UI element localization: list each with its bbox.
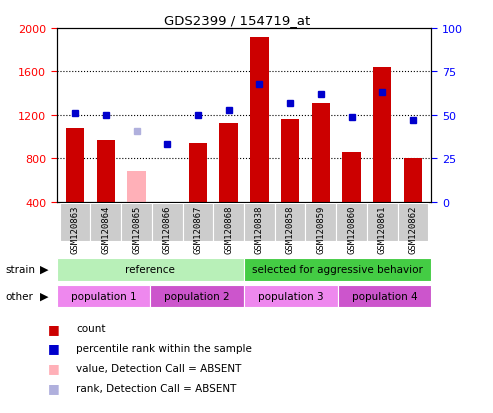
- Text: value, Detection Call = ABSENT: value, Detection Call = ABSENT: [76, 363, 242, 373]
- Bar: [91, 204, 121, 242]
- Text: ▶: ▶: [40, 264, 49, 275]
- Bar: [152, 204, 182, 242]
- Bar: [189, 144, 207, 202]
- Text: population 4: population 4: [352, 291, 418, 301]
- Text: selected for aggressive behavior: selected for aggressive behavior: [252, 264, 423, 275]
- Text: ■: ■: [48, 381, 60, 394]
- Text: GSM120868: GSM120868: [224, 205, 233, 253]
- Bar: [158, 202, 176, 206]
- Bar: [404, 159, 422, 202]
- Bar: [57, 258, 244, 281]
- Text: ■: ■: [48, 361, 60, 375]
- Text: reference: reference: [125, 264, 176, 275]
- Text: GSM120864: GSM120864: [102, 205, 110, 253]
- Bar: [60, 204, 91, 242]
- Text: ▶: ▶: [40, 291, 49, 301]
- Bar: [336, 204, 367, 242]
- Bar: [219, 123, 238, 202]
- Text: GSM120858: GSM120858: [285, 205, 295, 253]
- Text: strain: strain: [5, 264, 35, 275]
- Bar: [250, 38, 269, 202]
- Bar: [275, 204, 306, 242]
- Bar: [367, 204, 397, 242]
- Bar: [97, 140, 115, 202]
- Bar: [306, 204, 336, 242]
- Bar: [244, 285, 338, 308]
- Bar: [281, 120, 299, 202]
- Text: count: count: [76, 323, 106, 333]
- Bar: [244, 204, 275, 242]
- Bar: [373, 68, 391, 202]
- Text: population 1: population 1: [70, 291, 137, 301]
- Bar: [312, 104, 330, 202]
- Bar: [57, 285, 150, 308]
- Text: GSM120859: GSM120859: [317, 205, 325, 253]
- Text: GDS2399 / 154719_at: GDS2399 / 154719_at: [164, 14, 310, 27]
- Text: GSM120860: GSM120860: [347, 205, 356, 253]
- Bar: [182, 204, 213, 242]
- Bar: [244, 258, 431, 281]
- Text: GSM120865: GSM120865: [132, 205, 141, 253]
- Bar: [150, 285, 244, 308]
- Text: GSM120862: GSM120862: [408, 205, 418, 253]
- Text: GSM120861: GSM120861: [378, 205, 387, 253]
- Text: GSM120838: GSM120838: [255, 205, 264, 253]
- Text: population 2: population 2: [164, 291, 230, 301]
- Bar: [121, 204, 152, 242]
- Bar: [213, 204, 244, 242]
- Text: GSM120867: GSM120867: [193, 205, 203, 253]
- Text: GSM120863: GSM120863: [70, 205, 80, 253]
- Bar: [66, 128, 84, 202]
- Text: other: other: [5, 291, 33, 301]
- Text: ■: ■: [48, 322, 60, 335]
- Text: rank, Detection Call = ABSENT: rank, Detection Call = ABSENT: [76, 383, 237, 393]
- Bar: [342, 152, 361, 202]
- Text: population 3: population 3: [258, 291, 324, 301]
- Bar: [397, 204, 428, 242]
- Text: percentile rank within the sample: percentile rank within the sample: [76, 343, 252, 353]
- Bar: [127, 172, 146, 202]
- Bar: [338, 285, 431, 308]
- Text: GSM120866: GSM120866: [163, 205, 172, 253]
- Text: ■: ■: [48, 342, 60, 355]
